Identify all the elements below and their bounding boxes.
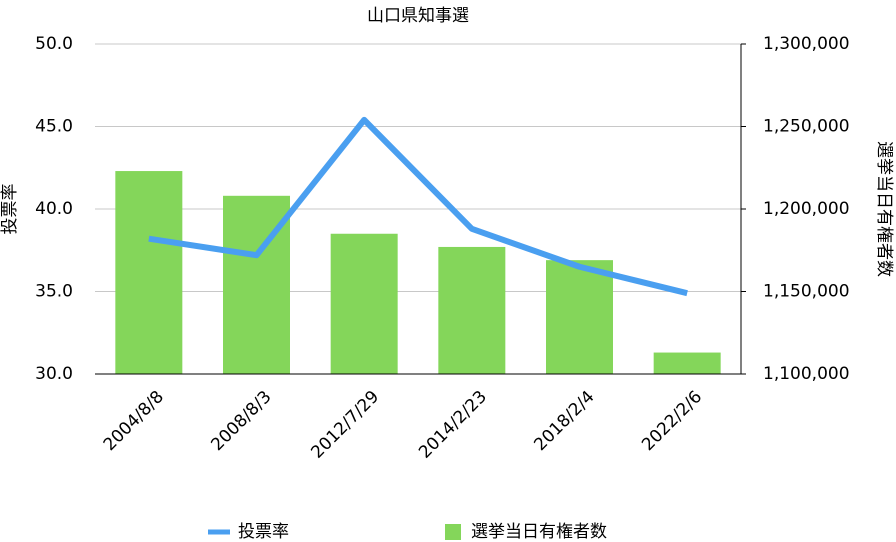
x-tick-label: 2018/2/4 <box>530 387 598 455</box>
legend-label: 投票率 <box>238 522 289 542</box>
y-tick-label: 50.0 <box>35 34 73 54</box>
bar <box>546 260 613 374</box>
bar <box>330 233 398 374</box>
x-tick-label: 2014/2/23 <box>415 387 491 463</box>
legend-label: 選挙当日有権者数 <box>471 522 607 542</box>
y2-tick-label: 1,300,000 <box>763 34 850 54</box>
y2-tick-label: 1,200,000 <box>763 199 850 219</box>
y-tick-label: 45.0 <box>35 117 73 137</box>
y2-axis-label: 選挙当日有権者数 <box>874 141 894 277</box>
x-tick-label: 2012/7/29 <box>307 387 383 463</box>
x-tick-label: 2004/8/8 <box>100 387 168 455</box>
y2-tick-label: 1,150,000 <box>763 282 850 302</box>
bar <box>438 246 506 374</box>
y-tick-label: 30.0 <box>35 364 73 384</box>
legend-swatch <box>445 524 461 540</box>
y2-tick-label: 1,250,000 <box>763 117 850 137</box>
x-tick-label: 2008/8/3 <box>207 387 275 455</box>
y-axis-label: 投票率 <box>0 184 20 235</box>
x-tick-label: 2022/2/6 <box>638 387 706 455</box>
bar <box>653 352 721 374</box>
y2-tick-label: 1,100,000 <box>763 364 850 384</box>
y-tick-label: 40.0 <box>35 199 73 219</box>
chart-title: 山口県知事選 <box>367 6 469 26</box>
bar <box>115 171 183 374</box>
line <box>148 116 688 297</box>
y-tick-label: 35.0 <box>35 282 73 302</box>
